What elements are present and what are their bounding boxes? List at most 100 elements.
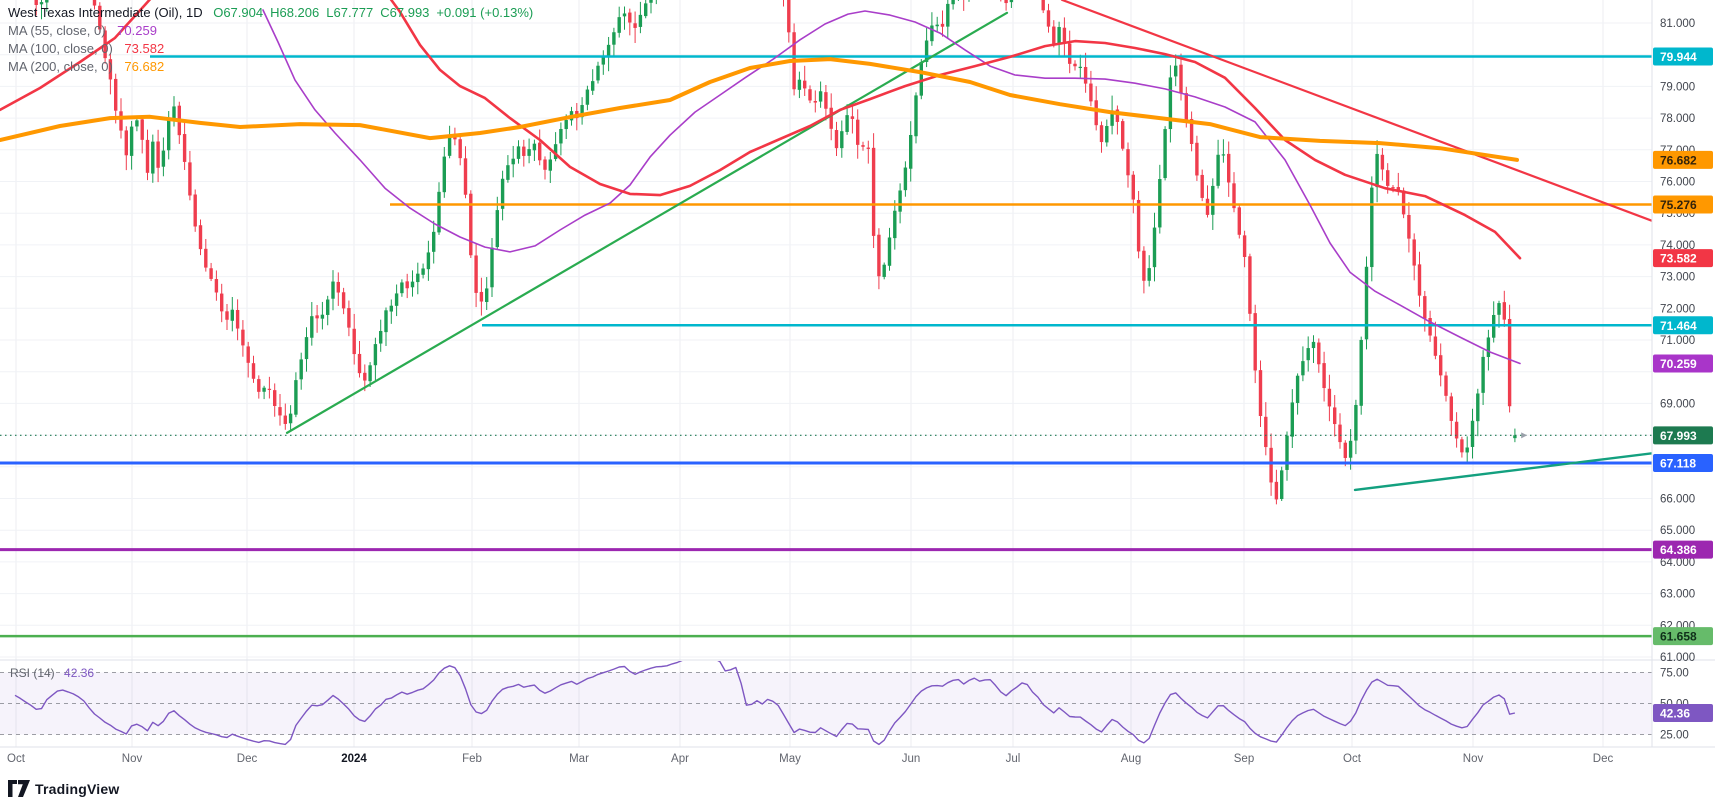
svg-text:75.276: 75.276 [1660, 198, 1697, 212]
candle [834, 130, 839, 149]
symbol-legend[interactable]: West Texas Intermediate (Oil), 1D O67.90… [8, 4, 533, 76]
candle [1258, 370, 1263, 417]
candle [506, 165, 510, 180]
candle [1269, 447, 1273, 483]
symbol-title: West Texas Intermediate (Oil), 1D [8, 5, 203, 20]
candle [803, 80, 807, 89]
candle [935, 24, 939, 27]
candle [1205, 198, 1210, 215]
rsi-pane[interactable] [0, 659, 1652, 746]
candle [156, 141, 160, 168]
ma-line-ma100[interactable] [0, 0, 160, 112]
time-axis-label-Aug: Aug [1121, 753, 1141, 765]
candle [1142, 250, 1146, 281]
candle [294, 380, 298, 415]
candle [310, 316, 314, 338]
candle [39, 2, 44, 5]
trendline-minor-ascending-support[interactable] [1353, 452, 1658, 492]
candle [606, 44, 611, 57]
tradingview-logo[interactable]: TradingView [8, 780, 119, 797]
svg-text:67.993: 67.993 [1660, 429, 1697, 443]
candle [861, 145, 865, 147]
candle [1248, 256, 1252, 314]
price-axis-label: 63.000 [1660, 589, 1695, 601]
candle [591, 81, 595, 91]
candle [437, 191, 441, 233]
ma-line-ma55[interactable] [262, 9, 1521, 365]
rsi-value: 42.36 [64, 666, 95, 680]
candle [813, 101, 817, 103]
svg-text:76.682: 76.682 [1660, 153, 1697, 167]
candle [1068, 43, 1072, 64]
ma-line-ma100[interactable] [385, 0, 1522, 260]
ma55-legend-row[interactable]: MA (55, close, 0) 70.259 [8, 22, 533, 40]
tradingview-logo-icon [8, 780, 30, 797]
candle [548, 159, 552, 171]
candle [273, 390, 277, 407]
candle [1126, 149, 1130, 176]
ma100-value: 73.582 [124, 41, 165, 56]
candle [246, 346, 250, 363]
price-axis[interactable]: 81.00079.00078.00077.00076.00075.00074.0… [1653, 18, 1713, 742]
candle [1174, 65, 1178, 77]
candle [114, 78, 118, 111]
ma200-legend-row[interactable]: MA (200, close, 0) 76.682 [8, 58, 533, 76]
candle [596, 65, 600, 81]
candle [516, 146, 521, 159]
candle [1391, 187, 1395, 189]
candle [495, 210, 499, 248]
candle [447, 135, 452, 156]
candle [797, 79, 802, 90]
time-axis-label-Nov: Nov [122, 753, 143, 765]
time-axis-label-2024: 2024 [341, 753, 367, 765]
trendline-ascending-support[interactable] [285, 11, 1009, 434]
price-axis-label: 72.000 [1660, 303, 1695, 315]
time-axis-label-Jul: Jul [1006, 753, 1021, 765]
price-badge-70.259: 70.259 [1653, 354, 1713, 373]
candle [331, 281, 335, 299]
ma100-legend-row[interactable]: MA (100, close, 0) 73.582 [8, 40, 533, 58]
time-axis[interactable]: Oct Nov Dec 2024 Feb Mar Apr May Jun Jul Aug Sep Oct… [7, 753, 1613, 765]
time-axis-label-Oct: Oct [7, 753, 26, 765]
ma-line-ma200[interactable] [0, 57, 1519, 162]
rsi-legend-row[interactable]: RSI (14) 42.36 [10, 666, 94, 680]
candle [564, 120, 568, 130]
candle [145, 139, 150, 173]
candle [633, 23, 637, 28]
candle [527, 149, 531, 156]
candle [1232, 183, 1236, 209]
svg-text:71.464: 71.464 [1660, 319, 1697, 333]
high-value: H68.206 [270, 5, 320, 20]
price-badge-61.658: 61.658 [1653, 627, 1713, 646]
rsi-line[interactable] [14, 659, 1516, 746]
candle [1412, 239, 1416, 266]
price-axis-label: 76.000 [1660, 177, 1695, 189]
candle [384, 310, 388, 333]
candle [1375, 153, 1379, 188]
candle [500, 178, 505, 209]
candle [1009, 0, 1014, 3]
symbol-title-row[interactable]: West Texas Intermediate (Oil), 1D O67.90… [8, 4, 533, 22]
candle [108, 59, 113, 80]
candle [416, 273, 420, 283]
candle [1481, 356, 1485, 393]
candle [442, 156, 446, 193]
candle [1089, 83, 1093, 102]
candle [1401, 190, 1406, 215]
candle [877, 234, 881, 277]
candle [1301, 361, 1305, 376]
candle [1163, 129, 1167, 179]
svg-text:79.944: 79.944 [1660, 50, 1697, 64]
candle [1359, 339, 1363, 406]
trendline-descending-resistance[interactable] [1060, 0, 1658, 223]
candle [1380, 154, 1385, 170]
candle [368, 365, 372, 382]
candle [140, 119, 144, 140]
candle [278, 407, 282, 416]
candle [1131, 174, 1135, 200]
price-badge-79.944: 79.944 [1653, 47, 1713, 66]
candle [1242, 235, 1247, 257]
time-axis-label-Mar: Mar [569, 753, 589, 765]
candle [882, 264, 886, 277]
